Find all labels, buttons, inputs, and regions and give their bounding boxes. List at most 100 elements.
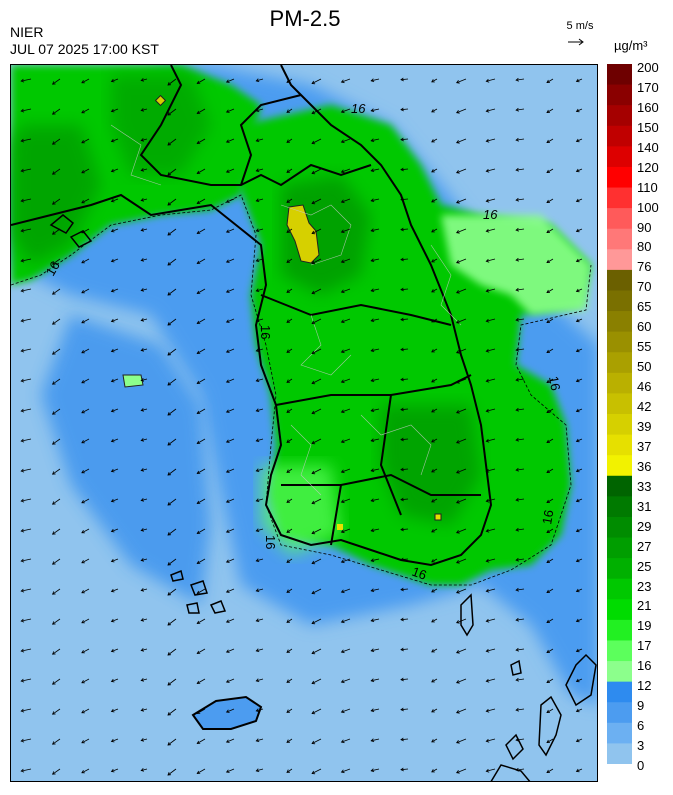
wind-vector xyxy=(111,588,119,592)
wind-vector xyxy=(81,468,90,474)
wind-vector-head xyxy=(485,228,490,233)
wind-vector-head xyxy=(225,439,230,443)
wind-vector xyxy=(21,648,32,652)
wind-vector xyxy=(456,78,467,84)
wind-vector xyxy=(546,708,554,713)
wind-vector-head xyxy=(546,679,550,683)
wind-vector-head xyxy=(370,318,375,323)
color-scale-tick-label: 17 xyxy=(637,638,652,654)
wind-vector xyxy=(456,768,467,774)
wind-vector xyxy=(21,528,32,532)
wind-vector-head xyxy=(51,651,56,655)
wind-vector xyxy=(286,348,293,353)
wind-vector-head xyxy=(455,710,460,714)
wind-vector-head xyxy=(225,739,230,743)
wind-vector-head xyxy=(286,319,291,323)
wind-vector xyxy=(167,558,177,566)
wind-vector-head xyxy=(311,560,316,565)
wind-vector xyxy=(431,378,438,383)
wind-vector xyxy=(546,528,554,533)
contour-label-southwest: 16 xyxy=(263,535,278,549)
wind-vector-head xyxy=(51,531,56,535)
wind-vector xyxy=(516,318,525,321)
wind-vector xyxy=(226,438,235,443)
wind-vector xyxy=(576,138,583,142)
wind-vector-head xyxy=(255,108,260,113)
wind-vector xyxy=(311,198,322,204)
wind-vector xyxy=(486,318,496,322)
wind-vector-head xyxy=(575,288,580,293)
wind-vector-head xyxy=(20,228,25,233)
wind-vector xyxy=(576,558,583,562)
wind-vector-head xyxy=(167,442,172,446)
wind-vector-head xyxy=(485,318,490,323)
pm25-map[interactable]: 16 16 16 16 16 16 16 16 xyxy=(10,64,598,782)
wind-vector xyxy=(197,738,206,744)
wind-vector xyxy=(486,378,496,382)
wind-vector-head xyxy=(225,229,230,233)
wind-vector-head xyxy=(140,648,145,652)
wind-vector xyxy=(486,528,496,532)
wind-vector xyxy=(226,708,235,713)
wind-vector-head xyxy=(515,677,519,682)
wind-vector xyxy=(286,708,293,713)
wind-vector xyxy=(141,558,148,561)
color-scale-tick-label: 46 xyxy=(637,379,652,395)
wind-vector xyxy=(256,498,264,502)
island-light-region xyxy=(122,374,144,388)
wind-vector xyxy=(341,588,351,593)
wind-vector xyxy=(486,408,496,412)
color-scale-tick-label: 9 xyxy=(637,698,645,714)
wind-vector-head xyxy=(515,347,519,352)
color-scale-cell xyxy=(607,455,632,477)
wind-vector-head xyxy=(515,197,519,202)
wind-vector xyxy=(52,738,61,745)
wind-vector xyxy=(546,168,554,173)
wind-vector xyxy=(400,318,409,321)
wind-vector xyxy=(197,168,206,174)
wind-vector-head xyxy=(431,739,435,743)
wind-vector-head xyxy=(485,618,490,623)
wind-vector-head xyxy=(575,228,580,233)
wind-vector xyxy=(341,678,351,683)
wind-vector-head xyxy=(431,409,435,413)
wind-vector-head xyxy=(20,558,25,563)
wind-vector-head xyxy=(400,77,404,82)
wind-vector-head xyxy=(20,168,25,173)
wind-vector-head xyxy=(515,317,519,322)
wind-vector-head xyxy=(370,648,375,653)
wind-vector xyxy=(576,198,583,202)
wind-vector xyxy=(311,378,322,384)
wind-vector xyxy=(141,498,148,501)
contour-label-north: 16 xyxy=(351,101,366,116)
wind-vector-head xyxy=(546,109,550,113)
wind-vector xyxy=(516,678,525,681)
wind-vector xyxy=(286,408,293,413)
wind-vector xyxy=(486,228,496,232)
wind-vector xyxy=(431,648,438,653)
wind-vector-head xyxy=(370,168,375,173)
color-scale-cell xyxy=(607,537,632,559)
wind-vector xyxy=(256,408,264,412)
wind-vector-head xyxy=(196,260,201,264)
wind-vector xyxy=(371,348,380,352)
color-scale-tick-label: 16 xyxy=(637,658,652,674)
wind-vector xyxy=(81,438,90,444)
wind-vector xyxy=(286,228,293,233)
wind-vector xyxy=(141,78,148,81)
wind-vector xyxy=(226,588,235,593)
wind-vector-head xyxy=(286,679,291,683)
wind-vector-head xyxy=(51,231,56,235)
wind-vector-head xyxy=(255,318,260,323)
wind-vector xyxy=(141,198,148,201)
wind-vector-head xyxy=(20,768,25,773)
wind-vector xyxy=(400,528,409,531)
color-scale-cell xyxy=(607,64,632,86)
wind-vector xyxy=(21,78,32,82)
wind-vector-head xyxy=(51,471,56,475)
wind-vector xyxy=(81,138,90,144)
wind-vector-head xyxy=(455,230,460,234)
wind-vector-head xyxy=(431,259,435,263)
wind-vector-head xyxy=(546,649,550,653)
wind-vector-head xyxy=(515,497,519,502)
